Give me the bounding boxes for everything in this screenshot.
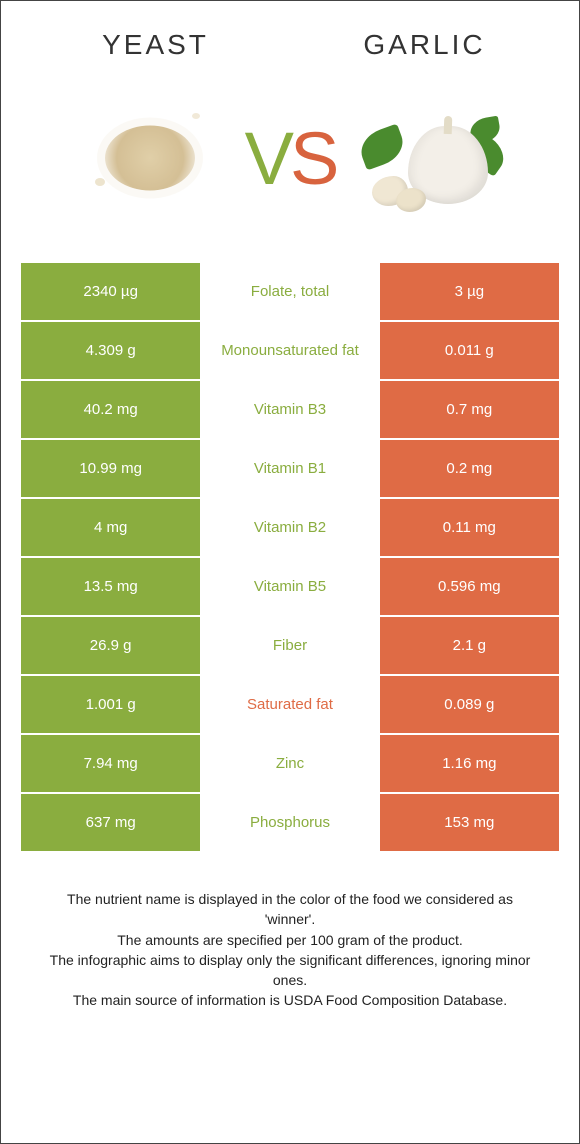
left-value-cell: 26.9 g [21, 617, 200, 674]
nutrient-label-cell: Folate, total [200, 263, 379, 320]
table-row: 26.9 gFiber2.1 g [21, 617, 559, 674]
table-row: 637 mgPhosphorus153 mg [21, 794, 559, 851]
nutrient-label-cell: Vitamin B5 [200, 558, 379, 615]
left-value-cell: 637 mg [21, 794, 200, 851]
vs-v: V [245, 116, 290, 201]
footer-line: The infographic aims to display only the… [41, 950, 539, 991]
left-value-cell: 13.5 mg [21, 558, 200, 615]
right-value-cell: 3 µg [380, 263, 559, 320]
right-value-cell: 1.16 mg [380, 735, 559, 792]
nutrient-label-cell: Saturated fat [200, 676, 379, 733]
right-value-cell: 0.7 mg [380, 381, 559, 438]
left-value-cell: 7.94 mg [21, 735, 200, 792]
table-row: 7.94 mgZinc1.16 mg [21, 735, 559, 792]
nutrient-label-cell: Phosphorus [200, 794, 379, 851]
right-value-cell: 0.596 mg [380, 558, 559, 615]
images-row: VS [1, 75, 579, 263]
table-row: 10.99 mgVitamin B10.2 mg [21, 440, 559, 497]
footer-line: The amounts are specified per 100 gram o… [41, 930, 539, 950]
footer-line: The nutrient name is displayed in the co… [41, 889, 539, 930]
right-value-cell: 0.2 mg [380, 440, 559, 497]
left-value-cell: 10.99 mg [21, 440, 200, 497]
table-row: 4 mgVitamin B20.11 mg [21, 499, 559, 556]
nutrient-label-cell: Zinc [200, 735, 379, 792]
table-row: 4.309 gMonounsaturated fat0.011 g [21, 322, 559, 379]
right-value-cell: 0.089 g [380, 676, 559, 733]
left-value-cell: 2340 µg [21, 263, 200, 320]
nutrient-label-cell: Vitamin B3 [200, 381, 379, 438]
table-row: 2340 µgFolate, total3 µg [21, 263, 559, 320]
garlic-image [345, 83, 515, 233]
right-food-title: GARLIC [290, 29, 559, 61]
footer-line: The main source of information is USDA F… [41, 990, 539, 1010]
table-row: 40.2 mgVitamin B30.7 mg [21, 381, 559, 438]
table-row: 1.001 gSaturated fat0.089 g [21, 676, 559, 733]
right-value-cell: 2.1 g [380, 617, 559, 674]
yeast-image [65, 83, 235, 233]
left-food-title: YEAST [21, 29, 290, 61]
right-value-cell: 153 mg [380, 794, 559, 851]
left-value-cell: 40.2 mg [21, 381, 200, 438]
nutrient-label-cell: Monounsaturated fat [200, 322, 379, 379]
left-value-cell: 1.001 g [21, 676, 200, 733]
right-value-cell: 0.11 mg [380, 499, 559, 556]
vs-label: VS [245, 116, 336, 201]
nutrient-table: 2340 µgFolate, total3 µg4.309 gMonounsat… [21, 263, 559, 851]
table-row: 13.5 mgVitamin B50.596 mg [21, 558, 559, 615]
left-value-cell: 4.309 g [21, 322, 200, 379]
footer-notes: The nutrient name is displayed in the co… [1, 853, 579, 1011]
header-titles: YEAST GARLIC [1, 1, 579, 75]
nutrient-label-cell: Vitamin B2 [200, 499, 379, 556]
left-value-cell: 4 mg [21, 499, 200, 556]
right-value-cell: 0.011 g [380, 322, 559, 379]
vs-s: S [290, 116, 335, 201]
nutrient-label-cell: Vitamin B1 [200, 440, 379, 497]
nutrient-label-cell: Fiber [200, 617, 379, 674]
